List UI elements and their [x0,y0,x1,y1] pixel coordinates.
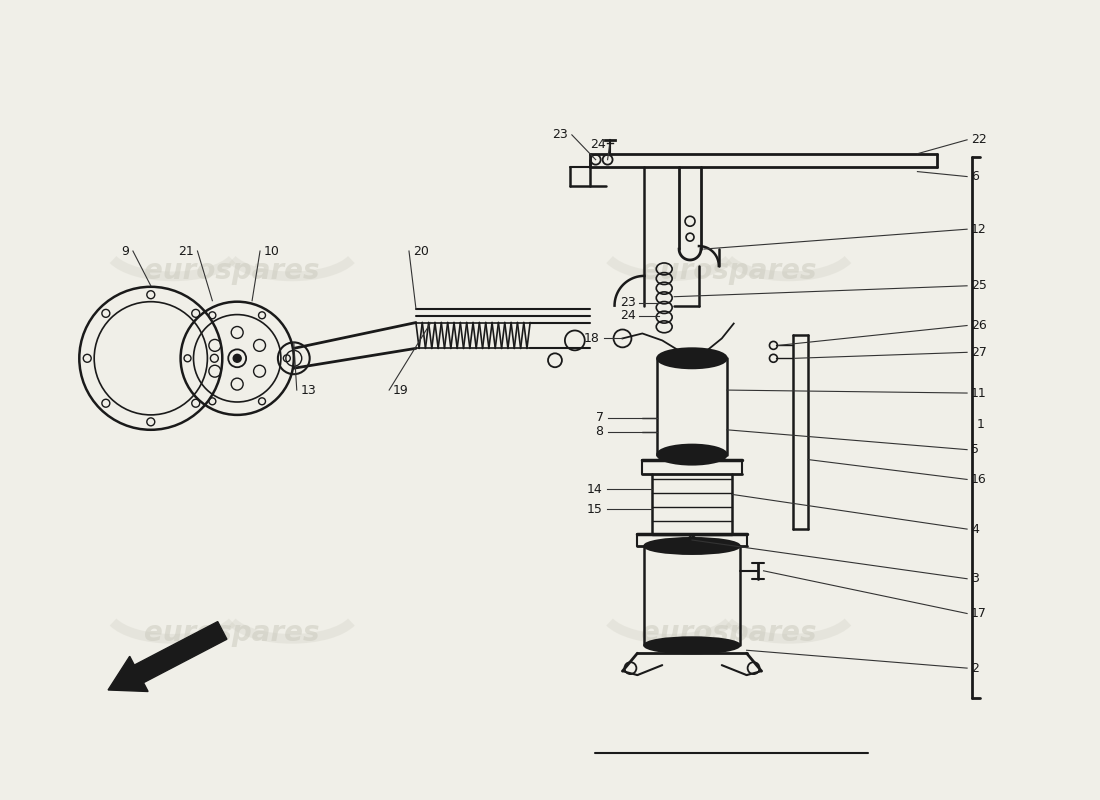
Text: 23: 23 [619,296,636,309]
Text: 27: 27 [971,346,987,359]
Text: 20: 20 [412,245,429,258]
Text: 11: 11 [971,386,987,399]
Text: 5: 5 [971,443,979,456]
Text: 25: 25 [971,279,987,292]
Ellipse shape [658,445,727,465]
Text: 3: 3 [971,572,979,586]
Text: 23: 23 [552,128,568,142]
Text: 9: 9 [121,245,129,258]
Ellipse shape [658,348,727,368]
Ellipse shape [645,538,739,554]
Circle shape [703,355,708,362]
Text: 15: 15 [586,502,603,516]
Text: 22: 22 [971,134,987,146]
Circle shape [678,355,683,362]
Text: 13: 13 [300,383,317,397]
Text: 10: 10 [264,245,279,258]
Text: 16: 16 [971,473,987,486]
Text: 19: 19 [393,383,409,397]
Text: 1: 1 [977,418,985,431]
Text: 24: 24 [590,138,606,151]
Ellipse shape [645,638,739,654]
Text: 17: 17 [971,607,987,620]
Text: 21: 21 [178,245,194,258]
Text: eurospares: eurospares [144,257,320,285]
Text: 8: 8 [595,426,604,438]
FancyArrow shape [108,622,227,691]
Text: eurospares: eurospares [641,619,816,647]
Text: 18: 18 [584,332,600,345]
Text: 14: 14 [587,483,603,496]
Text: eurospares: eurospares [144,619,320,647]
Text: 24: 24 [619,309,636,322]
Text: 6: 6 [971,170,979,183]
Text: 12: 12 [971,222,987,236]
Text: 4: 4 [971,522,979,535]
Text: 26: 26 [971,319,987,332]
Text: 2: 2 [971,662,979,674]
Text: 7: 7 [595,411,604,424]
Circle shape [233,354,241,362]
Text: eurospares: eurospares [641,257,816,285]
